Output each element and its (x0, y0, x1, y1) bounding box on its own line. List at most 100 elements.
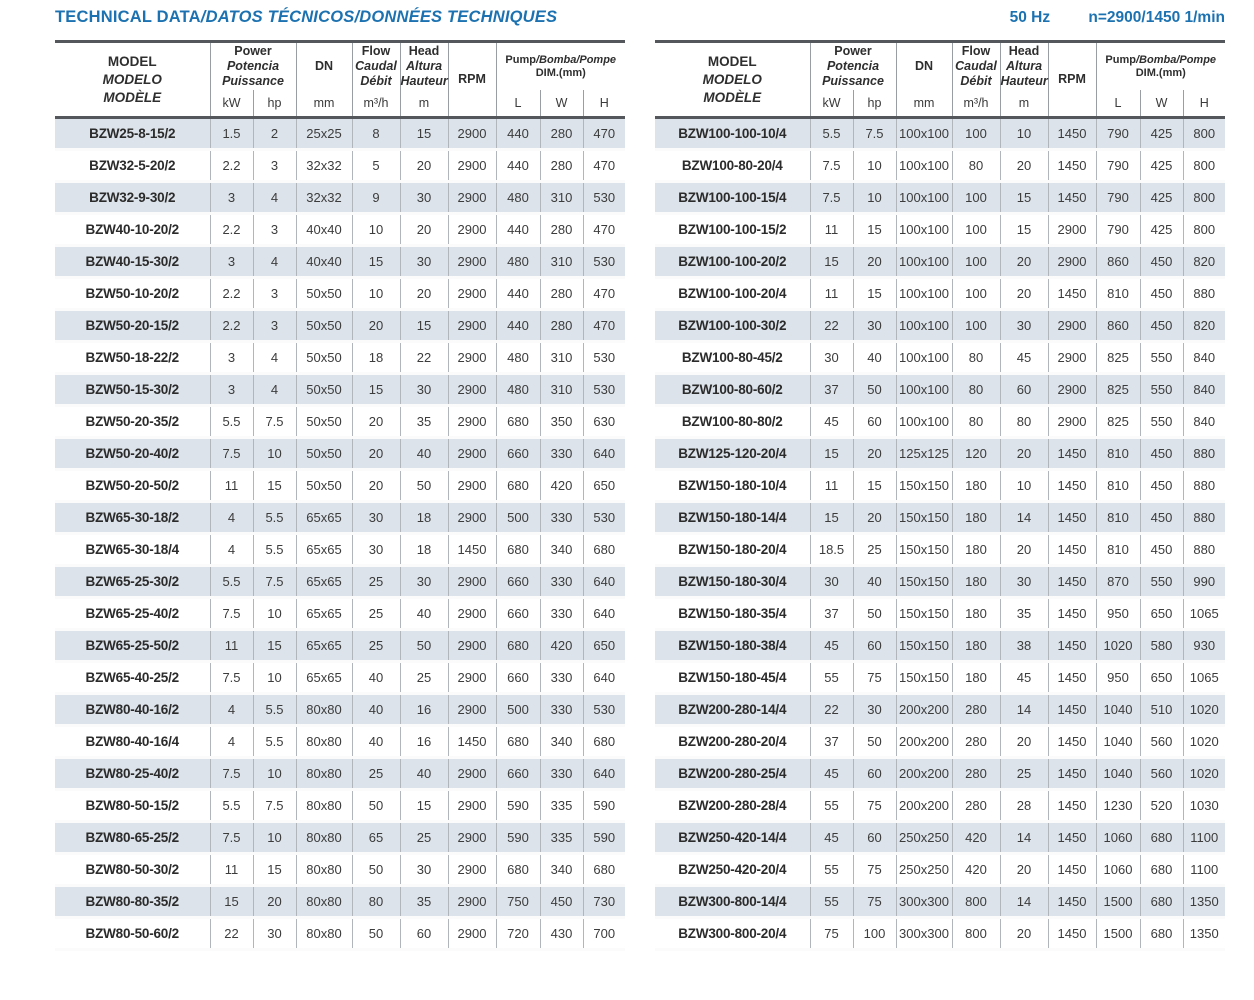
model-cell: BZW150-180-10/4 (655, 469, 811, 502)
model-cell: BZW80-65-25/2 (55, 821, 211, 854)
dim-l-cell: 860 (1095, 245, 1141, 278)
table-row: BZW50-10-20/2 2.2 3 50x50 10 20 2900 440 280 470 (55, 277, 625, 310)
dim-h-unit-header: H (1182, 90, 1225, 118)
rpm-cell: 1450 (1047, 853, 1097, 886)
flow-cell: 80 (951, 341, 1001, 374)
table-header: MODEL MODELO MODÈLE Power Potencia Puiss… (655, 41, 1225, 118)
rpm-cell: 2900 (447, 693, 497, 726)
top-bar: TECHNICAL DATA/DATOS TÉCNICOS/DONNÉES TE… (55, 8, 1225, 27)
model-cell: BZW25-8-15/2 (55, 117, 211, 150)
head-cell: 40 (399, 597, 449, 630)
dim-l-cell: 440 (495, 117, 541, 150)
table-row: BZW80-40-16/4 4 5.5 80x80 40 16 1450 680 340 680 (55, 725, 625, 758)
head-cell: 14 (999, 821, 1049, 854)
table-body: BZW100-100-10/4 5.5 7.5 100x100 100 10 1450 790… (655, 117, 1225, 950)
table-row: BZW150-180-45/4 55 75 150x150 180 45 1450 950 65… (655, 661, 1225, 694)
dn-cell: 150x150 (895, 533, 953, 566)
hp-cell: 10 (252, 597, 297, 630)
dim-w-cell: 330 (539, 501, 584, 534)
dim-h-cell: 1350 (1182, 885, 1225, 918)
hp-cell: 3 (252, 213, 297, 246)
model-cell: BZW100-100-15/2 (655, 213, 811, 246)
dim-l-cell: 500 (495, 501, 541, 534)
head-cell: 20 (399, 149, 449, 182)
dim-w-cell: 550 (1139, 565, 1184, 598)
kw-cell: 7.5 (209, 821, 254, 854)
table-row: BZW65-40-25/2 7.5 10 65x65 40 25 2900 660 330 640 (55, 661, 625, 694)
model-cell: BZW100-100-20/2 (655, 245, 811, 278)
kw-cell: 5.5 (809, 117, 854, 150)
dn-cell: 250x250 (895, 821, 953, 854)
head-cell: 25 (399, 661, 449, 694)
head-cell: 20 (399, 213, 449, 246)
head-cell: 80 (999, 405, 1049, 438)
flow-cell: 800 (951, 917, 1001, 950)
rpm-cell: 2900 (447, 501, 497, 534)
kw-cell: 18.5 (809, 533, 854, 566)
page-title-translations: /DATOS TÉCNICOS/DONNÉES TECHNIQUES (200, 8, 558, 26)
head-cell: 20 (399, 277, 449, 310)
dim-l-cell: 660 (495, 661, 541, 694)
rpm-column-header: RPM (1047, 41, 1097, 118)
hp-cell: 60 (852, 757, 897, 790)
dn-cell: 65x65 (295, 565, 353, 598)
dn-cell: 65x65 (295, 629, 353, 662)
dim-l-cell: 1020 (1095, 629, 1141, 662)
frequency-value: 50 Hz (1009, 9, 1051, 26)
flow-cell: 180 (951, 469, 1001, 502)
head-cell: 20 (999, 437, 1049, 470)
head-cell: 30 (399, 373, 449, 406)
flow-cell: 180 (951, 661, 1001, 694)
rpm-cell: 2900 (447, 629, 497, 662)
rpm-cell: 1450 (1047, 917, 1097, 950)
model-cell: BZW200-280-20/4 (655, 725, 811, 758)
table-row: BZW100-80-80/2 45 60 100x100 80 80 2900 825 550 8… (655, 405, 1225, 438)
head-cell: 60 (999, 373, 1049, 406)
dim-h-cell: 700 (582, 917, 625, 950)
dn-cell: 50x50 (295, 309, 353, 342)
kw-cell: 7.5 (209, 437, 254, 470)
tables-container: MODEL MODELO MODÈLE Power Potencia Puiss… (55, 40, 1225, 951)
dim-l-cell: 1040 (1095, 757, 1141, 790)
table-row: BZW25-8-15/2 1.5 2 25x25 8 15 2900 440 280 470 (55, 117, 625, 150)
hp-cell: 60 (852, 629, 897, 662)
dn-cell: 100x100 (895, 245, 953, 278)
kw-cell: 22 (809, 309, 854, 342)
rpm-cell: 1450 (1047, 789, 1097, 822)
head-cell: 50 (399, 629, 449, 662)
model-cell: BZW80-50-15/2 (55, 789, 211, 822)
flow-cell: 40 (351, 693, 401, 726)
kw-cell: 55 (809, 789, 854, 822)
dim-h-cell: 1100 (1182, 853, 1225, 886)
hp-cell: 40 (852, 341, 897, 374)
model-cell: BZW40-10-20/2 (55, 213, 211, 246)
dn-cell: 40x40 (295, 213, 353, 246)
kw-cell: 5.5 (209, 405, 254, 438)
rpm-cell: 1450 (1047, 693, 1097, 726)
table-row: BZW40-15-30/2 3 4 40x40 15 30 2900 480 310 530 (55, 245, 625, 278)
table-row: BZW80-25-40/2 7.5 10 80x80 25 40 2900 660 330 640 (55, 757, 625, 790)
rpm-cell: 1450 (1047, 117, 1097, 150)
hp-cell: 4 (252, 181, 297, 214)
dim-l-cell: 1500 (1095, 917, 1141, 950)
flow-cell: 25 (351, 597, 401, 630)
dim-w-cell: 310 (539, 181, 584, 214)
hp-cell: 3 (252, 277, 297, 310)
dim-l-cell: 825 (1095, 373, 1141, 406)
dim-w-cell: 425 (1139, 181, 1184, 214)
head-cell: 45 (999, 661, 1049, 694)
dn-cell: 100x100 (895, 117, 953, 150)
rpm-cell: 1450 (1047, 725, 1097, 758)
table-row: BZW65-25-30/2 5.5 7.5 65x65 25 30 2900 660 330 64… (55, 565, 625, 598)
table-row: BZW150-180-14/4 15 20 150x150 180 14 1450 810 45… (655, 501, 1225, 534)
head-cell: 20 (999, 149, 1049, 182)
model-cell: BZW100-80-45/2 (655, 341, 811, 374)
dim-l-unit-header: L (1095, 90, 1141, 118)
hp-cell: 75 (852, 885, 897, 918)
hp-cell: 15 (252, 469, 297, 502)
table-row: BZW50-15-30/2 3 4 50x50 15 30 2900 480 310 530 (55, 373, 625, 406)
dim-l-unit-header: L (495, 90, 541, 118)
kw-cell: 11 (209, 629, 254, 662)
rpm-cell: 2900 (447, 181, 497, 214)
head-cell: 35 (399, 885, 449, 918)
